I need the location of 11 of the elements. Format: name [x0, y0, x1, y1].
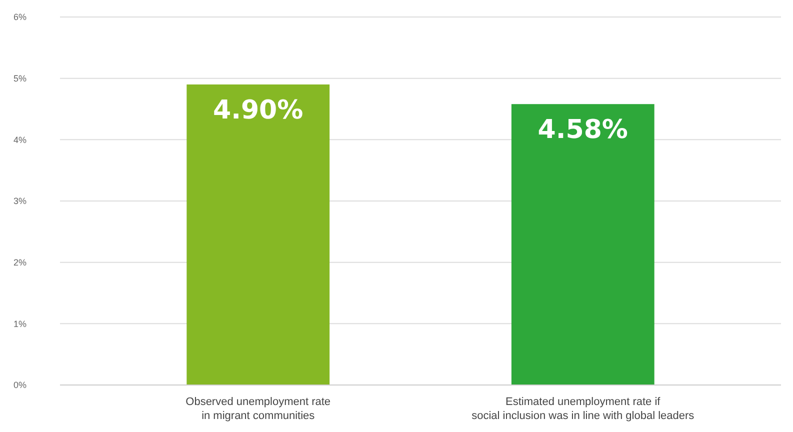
y-tick-label: 2%	[13, 257, 27, 268]
data-label: 4.90%	[213, 95, 304, 126]
x-tick-label: Observed unemployment rate in migrant communities	[186, 396, 331, 422]
y-tick-label: 0%	[13, 380, 27, 390]
y-tick-label: 6%	[13, 12, 27, 22]
y-tick-label: 4%	[13, 134, 27, 145]
data-label: 4.58%	[538, 115, 628, 146]
y-tick-label: 3%	[13, 196, 27, 206]
y-tick-label: 5%	[13, 73, 27, 84]
x-tick-label: Estimated unemployment rate if social inclusion was in line with global leaders	[472, 396, 695, 422]
y-tick-label: 1%	[13, 318, 27, 329]
